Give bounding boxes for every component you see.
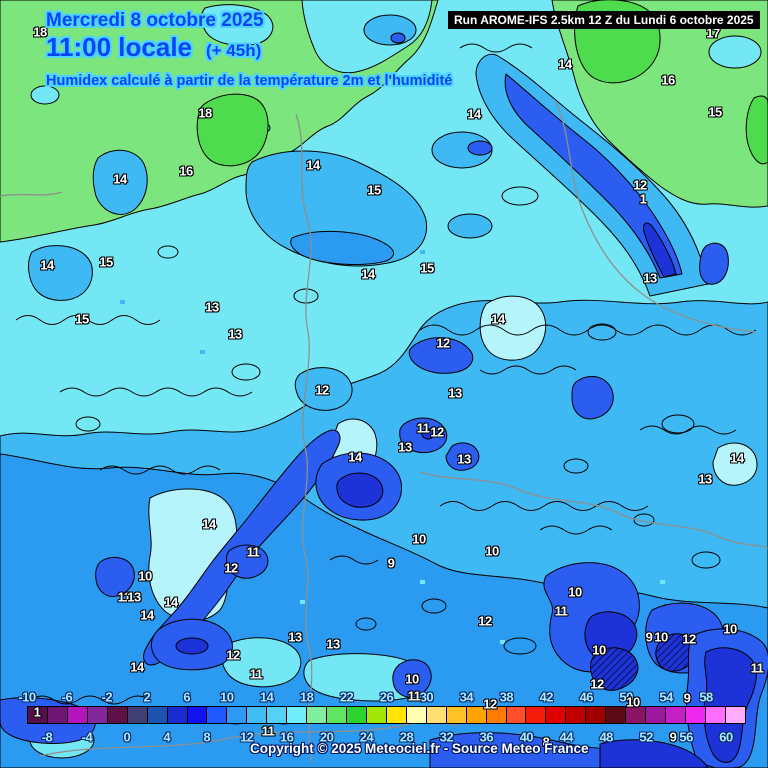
- color-scale-bar: [27, 706, 746, 724]
- scale-cell: [127, 707, 148, 723]
- scale-cell: [307, 707, 328, 723]
- scale-cell: [666, 707, 686, 723]
- model-run-banner: Run AROME-IFS 2.5km 12 Z du Lundi 6 octo…: [448, 11, 760, 29]
- scale-cell: [426, 707, 447, 723]
- scale-cell: [586, 707, 607, 723]
- forecast-offset: (+ 45h): [206, 41, 262, 60]
- scale-cell: [606, 707, 627, 723]
- contour-lines: [15, 43, 757, 725]
- scale-cell: [347, 707, 367, 723]
- scale-cell: [47, 707, 68, 723]
- scale-cell: [646, 707, 666, 723]
- scale-cell: [626, 707, 647, 723]
- scale-cell: [466, 707, 487, 723]
- forecast-time: 11:00 locale (+ 45h): [46, 32, 261, 63]
- scale-cell: [267, 707, 288, 723]
- scale-cell: [227, 707, 248, 723]
- scale-cell: [287, 707, 308, 723]
- scale-cell: [446, 707, 467, 723]
- scale-cell: [685, 707, 706, 723]
- scale-cell: [486, 707, 507, 723]
- scale-cell: [526, 707, 547, 723]
- scale-cell: [67, 707, 88, 723]
- copyright-notice: Copyright © 2025 Meteociel.fr - Source M…: [250, 741, 589, 756]
- scale-cell: [406, 707, 427, 723]
- scale-cell: [187, 707, 208, 723]
- scale-cell: [546, 707, 567, 723]
- scale-cell: [28, 707, 48, 723]
- scale-cell: [386, 707, 407, 723]
- scale-cell: [366, 707, 387, 723]
- scale-cell: [107, 707, 128, 723]
- scale-cell: [247, 707, 268, 723]
- scale-cell: [327, 707, 347, 723]
- map-subtitle: Humidex calculé à partir de la températu…: [46, 73, 453, 89]
- forecast-time-value: 11:00 locale: [46, 32, 192, 62]
- scale-cell: [87, 707, 108, 723]
- scale-cell: [207, 707, 228, 723]
- scale-cell: [566, 707, 587, 723]
- forecast-date: Mercredi 8 octobre 2025: [46, 10, 264, 31]
- scale-cell: [167, 707, 188, 723]
- scale-cell: [705, 707, 726, 723]
- scale-cell: [725, 707, 745, 723]
- scale-cell: [506, 707, 527, 723]
- scale-cell: [147, 707, 168, 723]
